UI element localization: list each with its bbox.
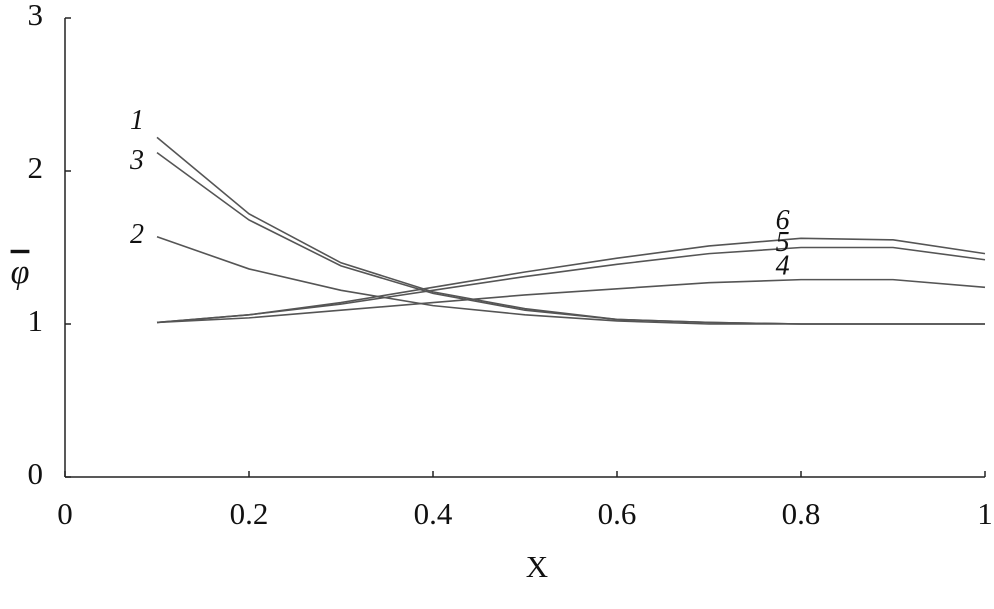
y-axis-label: φ <box>11 254 30 291</box>
line-series <box>156 246 986 324</box>
y-tick-label: 1 <box>28 303 44 338</box>
series-label: 5 <box>776 227 790 258</box>
x-tick-label: 0.2 <box>230 496 269 531</box>
series-label: 6 <box>776 205 790 236</box>
y-tick-label: 2 <box>28 150 44 185</box>
series-label: 3 <box>129 145 144 176</box>
x-tick-label: 0.8 <box>782 496 821 531</box>
line-series <box>156 236 985 325</box>
series-label: 2 <box>130 219 144 250</box>
x-tick-label: 0 <box>57 496 73 531</box>
x-tick-label: 0.6 <box>598 496 637 531</box>
x-tick-label: 1 <box>977 496 993 531</box>
series-label: 4 <box>776 251 790 282</box>
y-tick-label: 3 <box>28 0 44 32</box>
line-series <box>156 136 985 325</box>
line-series <box>156 151 985 325</box>
x-axis-label: X <box>526 549 548 584</box>
line-series <box>156 278 986 324</box>
x-tick-label: 0.4 <box>414 496 453 531</box>
series-label: 1 <box>130 105 144 136</box>
y-tick-label: 0 <box>28 456 44 491</box>
